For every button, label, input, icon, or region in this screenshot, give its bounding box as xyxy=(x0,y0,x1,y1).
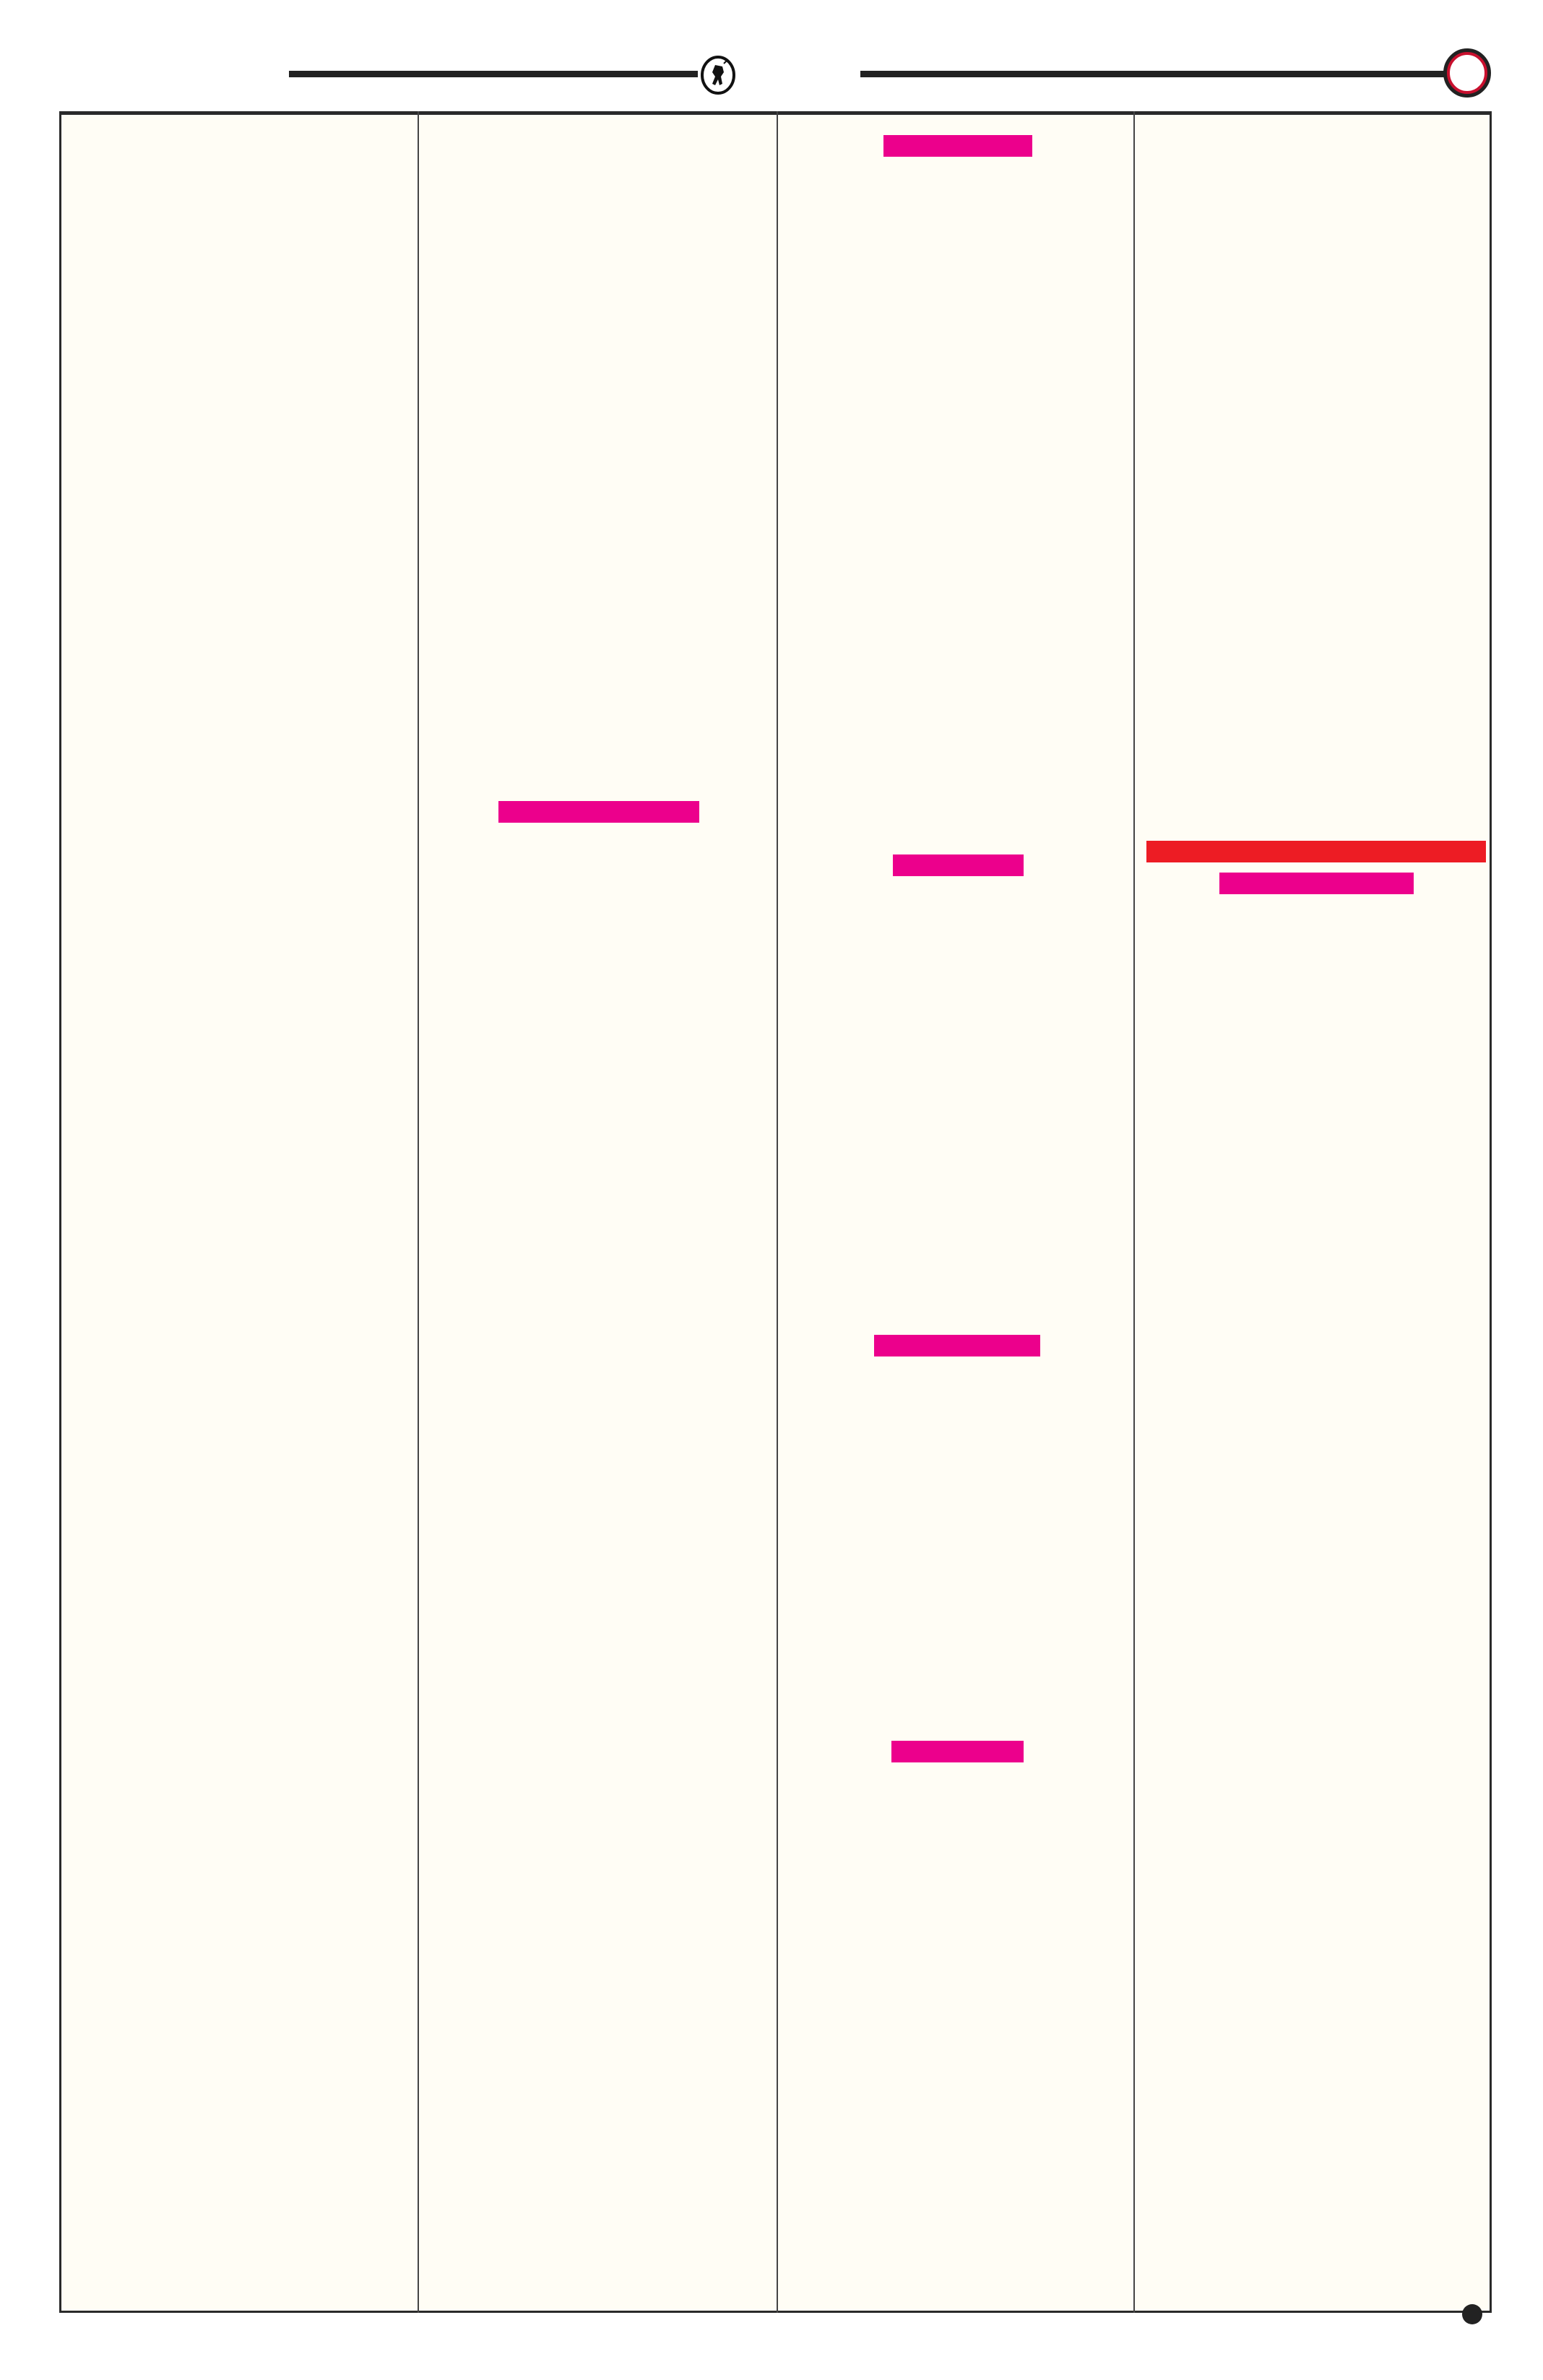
column-3-heading-bar xyxy=(874,1335,1040,1356)
filled-circle-icon xyxy=(1462,2304,1482,2324)
column-2-heading-bar xyxy=(498,801,699,823)
page-frame xyxy=(59,111,1492,2313)
column-4-title-bar xyxy=(1146,841,1486,862)
running-figure-emblem-icon xyxy=(701,56,735,95)
column-3-heading-bar xyxy=(891,1741,1024,1762)
column-3-heading-bar xyxy=(893,854,1024,876)
column-3-heading-bar xyxy=(883,135,1032,157)
column-divider xyxy=(777,111,778,2313)
header-rule-left xyxy=(289,71,698,77)
column-4-heading-bar xyxy=(1219,873,1414,894)
column-divider xyxy=(418,111,419,2313)
header-rule-right xyxy=(860,71,1445,77)
column-divider xyxy=(1133,111,1135,2313)
red-ring-icon xyxy=(1443,48,1491,98)
